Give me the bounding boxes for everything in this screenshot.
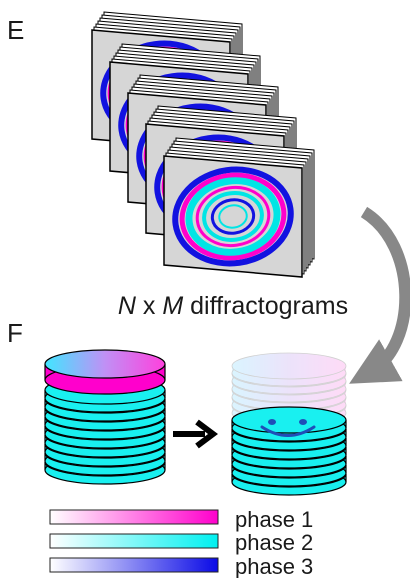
- right-arrow-icon: [173, 419, 218, 449]
- diffractogram-frame: [163, 137, 315, 278]
- diffraction-ring: [172, 166, 294, 267]
- stack-disc: [231, 406, 347, 442]
- reconstructed-stack: [231, 352, 347, 496]
- top-disc-mixed-phase: [44, 349, 166, 395]
- legend-label-phase-3: phase 3: [235, 554, 313, 578]
- diffraction-ring: [185, 177, 281, 256]
- diffraction-ring: [202, 191, 264, 242]
- caption-rest: diffractograms: [183, 292, 348, 320]
- caption-x: x: [136, 292, 162, 320]
- ghost-discs: [231, 352, 347, 427]
- panel-e-letter: E: [7, 15, 24, 45]
- legend: phase 1 phase 2 phase 3: [49, 507, 313, 578]
- diffraction-ring: [179, 172, 287, 261]
- legend-swatch-phase-1: [49, 509, 219, 525]
- legend-label-phase-1: phase 1: [235, 507, 313, 532]
- legend-swatch-phase-2: [49, 533, 219, 549]
- caption-m: M: [162, 292, 183, 320]
- diffraction-ring: [218, 204, 248, 229]
- legend-label-phase-2: phase 2: [235, 530, 313, 555]
- sample-stack: [44, 349, 166, 485]
- legend-swatch-phase-3: [49, 557, 219, 573]
- curved-arrow-icon: [349, 206, 410, 384]
- smiley-face-icon: [260, 419, 316, 437]
- panel-f-letter: F: [7, 318, 23, 348]
- diffraction-ring: [210, 198, 256, 235]
- caption-n: N: [118, 292, 137, 320]
- diffractogram-stack: [91, 11, 315, 278]
- diffraction-ring: [195, 185, 271, 248]
- diffractogram-caption: N x M diffractograms: [118, 292, 348, 320]
